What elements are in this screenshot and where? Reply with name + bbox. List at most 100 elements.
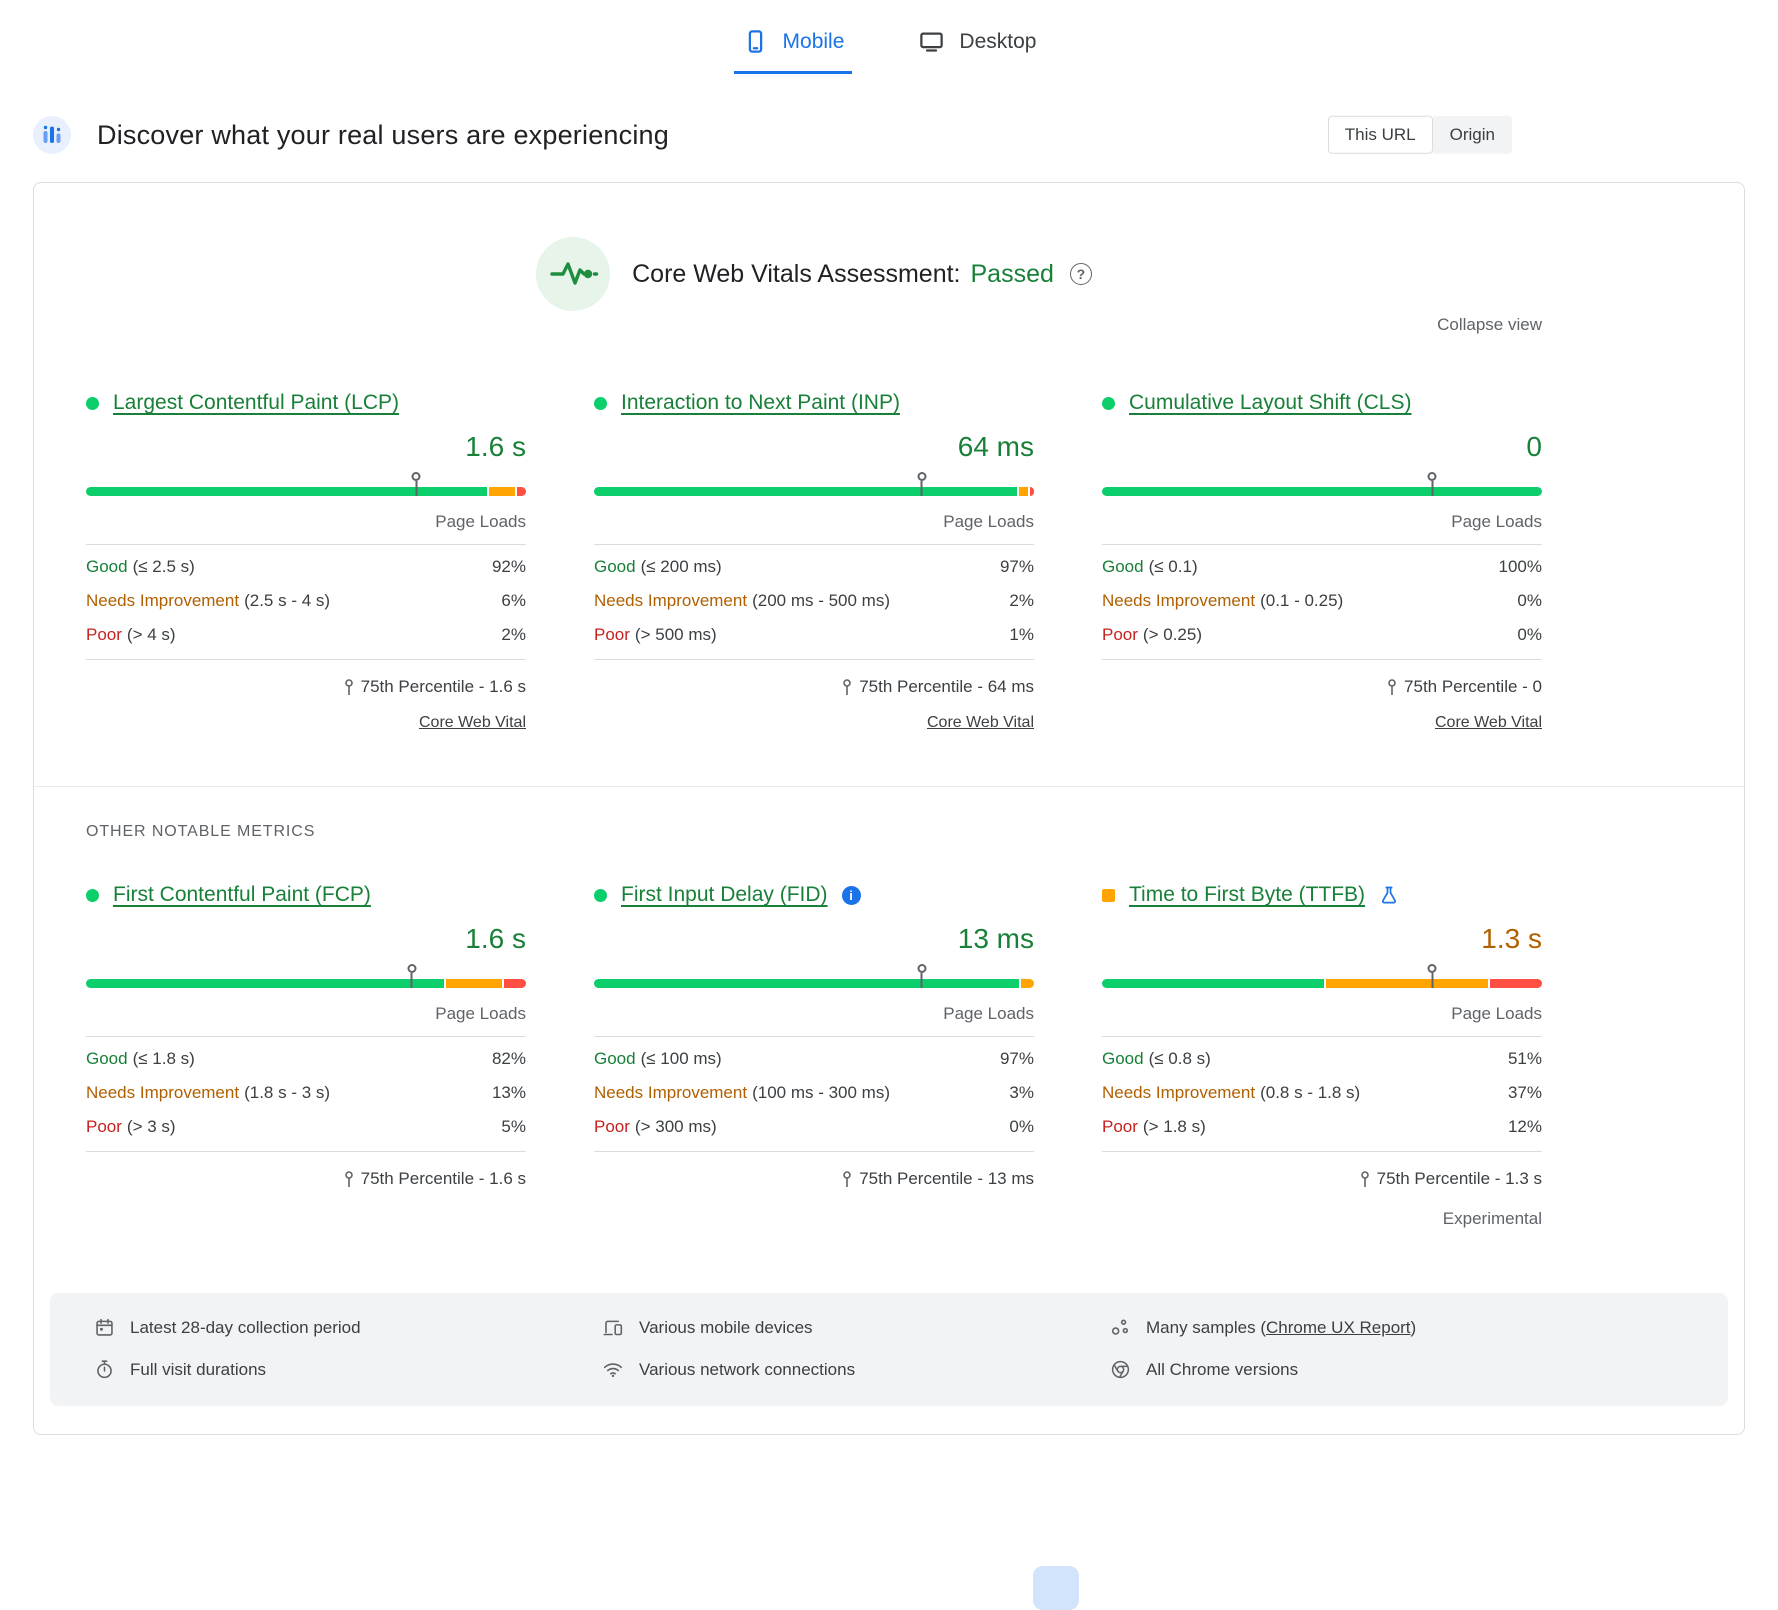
distribution-segment-good [594,979,1019,988]
this-url-button[interactable]: This URL [1327,115,1433,155]
distribution-segment-needs-improvement [1020,979,1034,988]
data-collection-footer: Latest 28-day collection period Full vis… [50,1293,1728,1406]
poor-row: Poor (> 500 ms) 1% [594,618,1034,652]
percentile-row: 75th Percentile - 1.6 s [86,677,526,697]
good-pct: 100% [1498,557,1542,576]
poor-pct: 2% [501,625,526,644]
tab-desktop[interactable]: Desktop [910,20,1044,74]
poor-pct: 12% [1507,1117,1542,1136]
needs-improvement-status-square-icon [1102,888,1115,902]
metric-card-ttfb: Time to First Byte (TTFB) 1.3 s Page Loa… [1102,883,1542,1229]
poor-row: Poor (> 300 ms) 0% [594,1110,1034,1144]
metric-title-link-cls[interactable]: Cumulative Layout Shift (CLS) [1129,391,1412,414]
collection-period-item: Latest 28-day collection period [94,1317,534,1338]
page-loads-label: Page Loads [1102,512,1542,545]
help-icon[interactable] [1069,263,1092,285]
percentile-pin-icon [1360,1170,1369,1187]
poor-range: (> 1.8 s) [1142,1117,1206,1136]
needs-improvement-range: (2.5 s - 4 s) [244,591,331,610]
core-web-vital-link[interactable]: Core Web Vital [418,714,526,731]
metric-value: 0 [1526,431,1542,462]
metric-title-link-inp[interactable]: Interaction to Next Paint (INP) [621,391,900,414]
distribution-bar [1102,472,1542,496]
percentile-pin-icon [843,678,851,695]
many-samples-item: Many samples (Chrome UX Report) [1110,1317,1550,1338]
needs-improvement-label: Needs Improvement [86,1083,240,1102]
needs-improvement-pct: 2% [1009,591,1034,610]
device-tabs: Mobile Desktop [0,0,1778,74]
distribution-segment-good [86,979,444,988]
distribution-table: Good (≤ 1.8 s) 82% Needs Improvement (1.8 … [86,1037,526,1152]
percentile-text: 75th Percentile - 1.6 s [360,1169,526,1188]
percentile-text: 75th Percentile - 1.6 s [360,677,526,696]
good-pct: 97% [999,1049,1034,1068]
metric-card-fid: First Input Delay (FID) 13 ms Page Loads… [594,883,1034,1229]
core-web-vital-link[interactable]: Core Web Vital [926,714,1034,731]
good-pct: 92% [491,557,526,576]
metric-title-link-lcp[interactable]: Largest Contentful Paint (LCP) [113,391,399,414]
tab-mobile-label: Mobile [782,29,845,53]
distribution-bar [1102,964,1542,988]
distribution-segment-poor [1489,979,1542,988]
metric-title-link-fid[interactable]: First Input Delay (FID) [621,883,828,906]
good-range: (≤ 100 ms) [640,1049,722,1068]
core-web-vitals-grid: Largest Contentful Paint (LCP) 1.6 s Pag… [86,391,1542,732]
chrome-ux-report-link[interactable]: Chrome UX Report [1265,1317,1411,1337]
chrome-versions-text: All Chrome versions [1146,1359,1299,1379]
section-divider [34,786,1744,787]
percentile-text: 75th Percentile - 0 [1404,677,1542,696]
needs-improvement-label: Needs Improvement [594,591,748,610]
needs-improvement-range: (0.8 s - 1.8 s) [1260,1083,1361,1102]
tab-desktop-label: Desktop [959,29,1037,53]
good-label: Good [86,557,128,576]
good-range: (≤ 0.8 s) [1148,1049,1211,1068]
poor-range: (> 500 ms) [634,625,717,644]
p75-marker-pin-icon [917,472,927,496]
assessment-result: Passed [970,259,1054,288]
good-row: Good (≤ 1.8 s) 82% [86,1042,526,1076]
needs-improvement-row: Needs Improvement (0.8 s - 1.8 s) 37% [1102,1076,1542,1110]
metric-title-link-ttfb[interactable]: Time to First Byte (TTFB) [1129,883,1366,906]
good-range: (≤ 2.5 s) [132,557,195,576]
poor-label: Poor [1102,625,1138,644]
percentile-row: 75th Percentile - 64 ms [594,677,1034,697]
p75-marker-pin-icon [411,472,421,496]
percentile-row: 75th Percentile - 1.6 s [86,1169,526,1189]
good-status-dot-icon [86,888,99,902]
needs-improvement-row: Needs Improvement (2.5 s - 4 s) 6% [86,584,526,618]
p75-marker-pin-icon [407,964,417,988]
poor-row: Poor (> 3 s) 5% [86,1110,526,1144]
origin-button[interactable]: Origin [1432,115,1512,155]
metric-value: 13 ms [957,923,1034,954]
info-icon[interactable] [841,885,861,905]
good-label: Good [594,1049,636,1068]
mobile-devices-text: Various mobile devices [639,1317,813,1337]
good-range: (≤ 200 ms) [640,557,722,576]
needs-improvement-label: Needs Improvement [1102,1083,1256,1102]
core-web-vital-link[interactable]: Core Web Vital [1434,714,1542,731]
good-status-dot-icon [86,396,99,410]
collapse-view-link[interactable]: Collapse view [1437,315,1542,334]
collection-period-text: Latest 28-day collection period [130,1317,361,1337]
needs-improvement-range: (100 ms - 300 ms) [752,1083,891,1102]
field-data-users-icon [33,116,71,154]
percentile-text: 75th Percentile - 1.3 s [1376,1169,1542,1188]
tab-mobile[interactable]: Mobile [733,20,853,74]
needs-improvement-pct: 13% [491,1083,526,1102]
pulse-icon [536,237,611,311]
good-label: Good [1102,1049,1144,1068]
flask-icon[interactable] [1379,885,1399,905]
next-card-partial-icon [1033,1566,1079,1610]
scope-toggle: This URL Origin [1327,115,1512,155]
metric-title-link-fcp[interactable]: First Contentful Paint (FCP) [113,883,371,906]
good-status-dot-icon [1102,396,1115,410]
poor-range: (> 0.25) [1142,625,1202,644]
distribution-segment-good [1102,979,1325,988]
percentile-pin-icon [344,1170,353,1187]
percentile-pin-icon [843,1170,851,1187]
distribution-table: Good (≤ 2.5 s) 92% Needs Improvement (2.5 … [86,545,526,660]
poor-row: Poor (> 4 s) 2% [86,618,526,652]
stopwatch-icon [97,1360,112,1379]
good-row: Good (≤ 0.8 s) 51% [1102,1042,1542,1076]
needs-improvement-pct: 37% [1507,1083,1542,1102]
